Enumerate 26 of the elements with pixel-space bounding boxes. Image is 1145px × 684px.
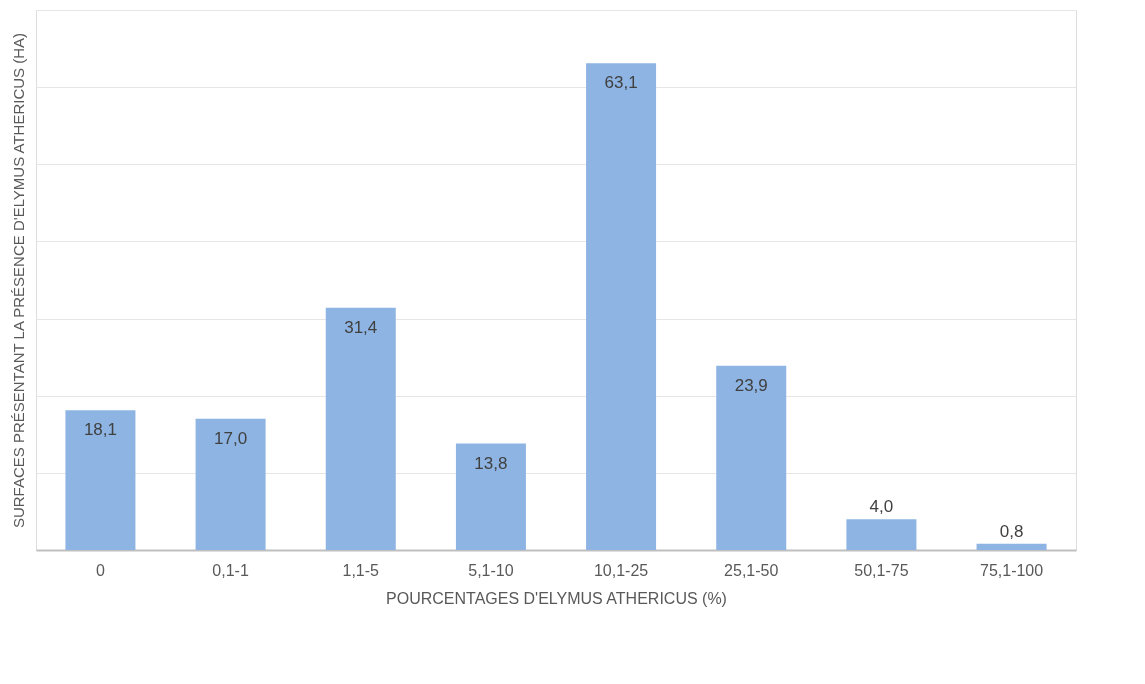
data-label: 4,0 [869, 497, 894, 517]
data-label: 63,1 [604, 73, 638, 93]
x-tick-label: 0,1-1 [212, 561, 249, 579]
bar [846, 519, 917, 550]
x-tick-label: 50,1-75 [854, 561, 909, 579]
bar [65, 410, 136, 550]
x-tick-label: 0 [95, 561, 105, 579]
bar [455, 443, 526, 550]
x-tick-label: 5,1-10 [468, 561, 514, 579]
data-label: 23,9 [734, 375, 768, 395]
x-tick-label: 75,1-100 [979, 561, 1044, 579]
x-tick-label: 1,1-5 [342, 561, 380, 579]
x-axis-title: POURCENTAGES D'ELYMUS ATHERICUS (%) [386, 589, 727, 607]
data-label: 18,1 [83, 420, 117, 440]
y-axis-title: SURFACES PRÉSENTANT LA PRÉSENCE D'ELYMUS ATHERICUS (HA) [9, 32, 27, 529]
x-tick-label: 10,1-25 [593, 561, 649, 579]
bar [586, 63, 657, 550]
data-label: 13,8 [474, 453, 508, 473]
data-label: 17,0 [214, 428, 248, 448]
bar [325, 307, 396, 550]
data-label: 0,8 [999, 521, 1024, 541]
x-tick-label: 25,1-50 [724, 561, 779, 579]
bar [976, 543, 1047, 550]
bar [195, 418, 266, 550]
bar [716, 365, 787, 550]
data-label: 31,4 [344, 317, 378, 337]
